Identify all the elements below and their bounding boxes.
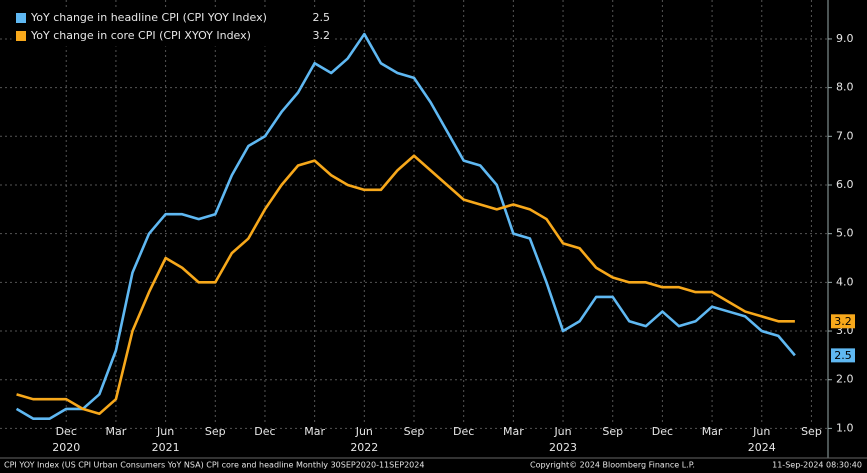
y-tick-label: 2.0 [836,373,854,386]
series-line [16,154,795,416]
y-tick-label: 7.0 [836,129,854,142]
last-value-tag [831,314,855,329]
x-tick-label: Jun [553,425,571,438]
x-tick-label: Sep [602,425,623,438]
x-tick-label: Mar [304,425,325,438]
y-tick-label: 4.0 [836,275,854,288]
last-value-label: 2.5 [834,349,852,362]
legend-label: YoY change in headline CPI (CPI YOY Inde… [30,11,267,24]
legend-swatch [16,31,26,41]
legend-value: 3.2 [313,29,331,42]
x-tick-label: Mar [503,425,524,438]
x-tick-label: Sep [205,425,226,438]
x-tick-label: Jun [752,425,770,438]
lines [15,32,796,420]
x-tick-label: Dec [56,425,77,438]
copyright: Copyright© 2024 Bloomberg Finance L.P. [530,461,695,470]
legend-value: 2.5 [313,11,331,24]
legend-label: YoY change in core CPI (CPI XYOY Index) [30,29,251,42]
x-tick-label: Jun [355,425,373,438]
grid [0,0,828,429]
x-tick-label: Sep [404,425,425,438]
y-tick-label: 5.0 [836,227,854,240]
last-value-tag [831,348,855,363]
year-label: 2020 [52,441,80,454]
year-label: 2022 [350,441,378,454]
year-label: 2021 [152,441,180,454]
legend-box [11,7,335,47]
x-tick-label: Dec [652,425,673,438]
x-tick-label: Dec [453,425,474,438]
x-tick-label: Mar [106,425,127,438]
legend-swatch [16,13,26,23]
y-tick-label: 6.0 [836,178,854,191]
year-label: 2024 [748,441,776,454]
y-tick-label: 1.0 [836,421,854,434]
footer: CPI YOY Index (US CPI Urban Consumers Yo… [4,461,424,470]
x-tick-label: Sep [801,425,822,438]
x-tick-label: Mar [702,425,723,438]
last-value-label: 3.2 [834,315,852,328]
y-tick-label: 8.0 [836,81,854,94]
timestamp: 11-Sep-2024 08:30:40 [772,461,862,470]
y-tick-label: 9.0 [836,32,854,45]
x-tick-label: Dec [254,425,275,438]
year-label: 2023 [549,441,577,454]
x-tick-label: Jun [156,425,174,438]
series-line [15,32,796,420]
